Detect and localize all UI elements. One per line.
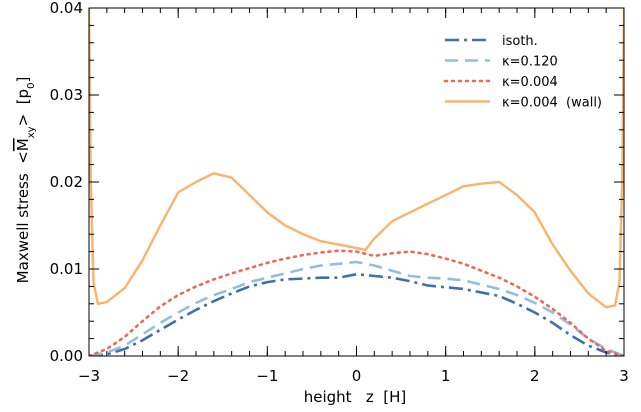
legend-label-4: κ=0.004 (wall)	[502, 96, 602, 111]
plot-layer	[89, 8, 624, 356]
legend-label-3: κ=0.004	[502, 75, 558, 90]
x-tick-label: 3	[619, 367, 629, 385]
series-line-4	[89, 8, 624, 309]
legend-label-1: isoth.	[502, 34, 538, 49]
series-line-3	[89, 249, 624, 356]
x-tick-label: 1	[441, 367, 451, 385]
x-tick-label: −1	[256, 367, 278, 385]
x-axis-title: height z [H]	[304, 388, 407, 406]
y-axis-title: Maxwell stress <Mxy> [p0]	[14, 77, 37, 284]
legend-label-2: κ=0.120	[502, 55, 558, 70]
y-tick-label: 0.02	[50, 173, 83, 191]
y-tick-label: 0.01	[50, 260, 83, 278]
series-line-2	[89, 260, 624, 356]
series-line-1	[89, 272, 624, 356]
x-tick-label: 2	[530, 367, 540, 385]
x-tick-label: −2	[167, 367, 189, 385]
y-tick-label: 0.03	[50, 86, 83, 104]
y-tick-label: 0.00	[50, 347, 83, 365]
x-tick-label: 0	[352, 367, 362, 385]
x-tick-label: −3	[78, 367, 100, 385]
y-tick-label: 0.04	[50, 0, 83, 17]
legend: isoth. κ=0.120 κ=0.004 κ=0.004 (wall)	[443, 34, 602, 111]
axes-layer: −3 −2 −1 0 1 2 3 0.00 0.01 0.02 0.03 0.04	[50, 0, 629, 385]
